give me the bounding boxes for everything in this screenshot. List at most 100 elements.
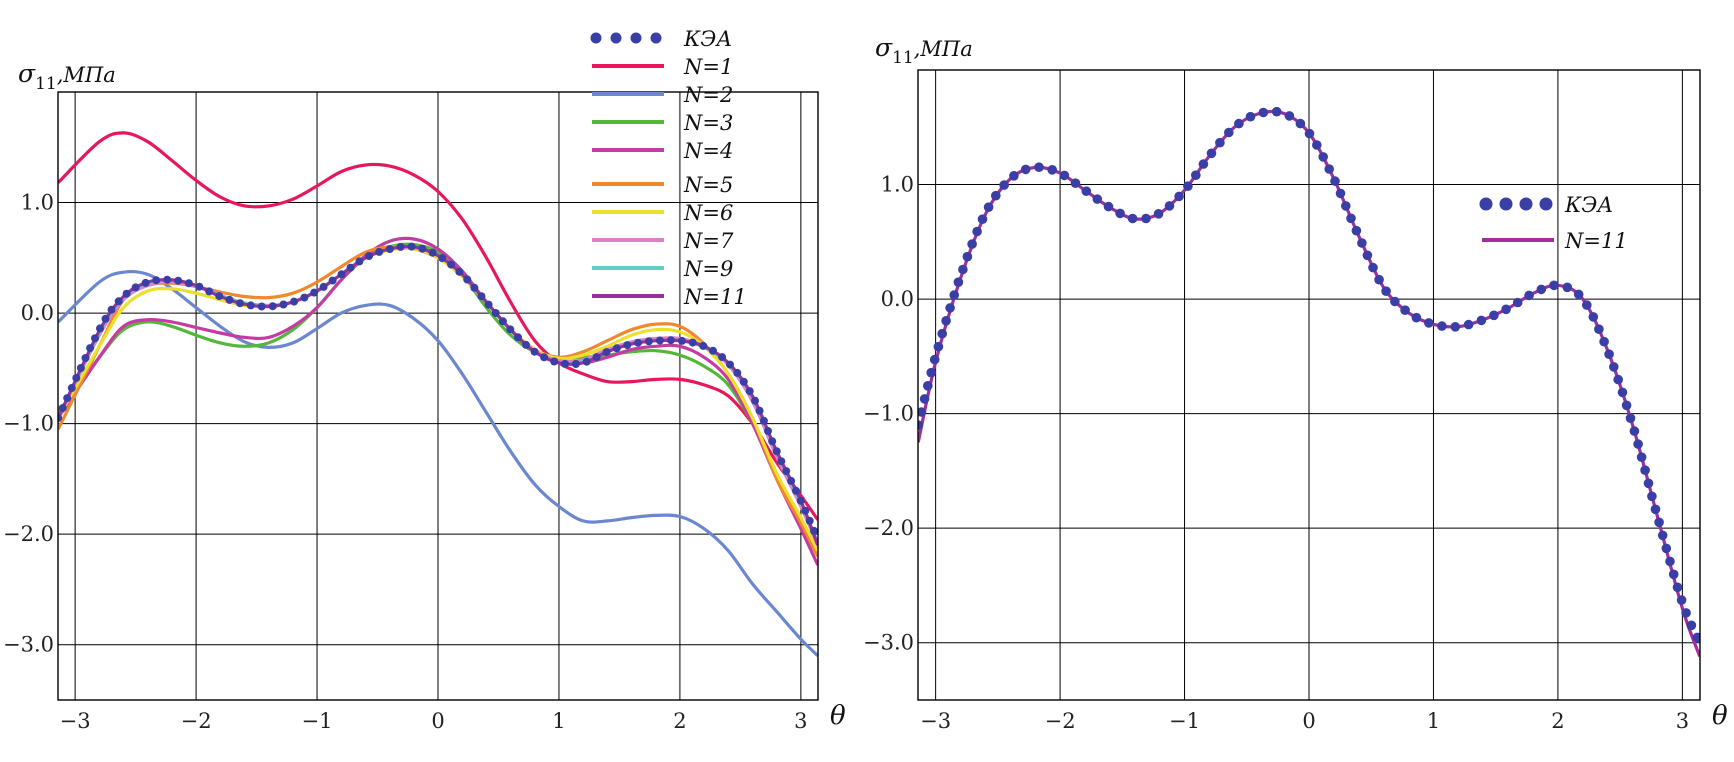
right-series-point-kea xyxy=(1582,300,1592,310)
right-series-point-kea xyxy=(999,180,1009,190)
left-series-point-kea xyxy=(644,337,653,346)
right-series-point-kea xyxy=(1374,274,1384,285)
right-grid xyxy=(918,70,1700,700)
left-series-point-kea xyxy=(623,341,632,350)
right-series-point-kea xyxy=(1362,250,1373,261)
right-series-point-kea xyxy=(1141,213,1151,224)
left-series-line-n-3 xyxy=(58,242,818,558)
right-x-tick-label: −3 xyxy=(920,709,951,733)
left-series-point-kea xyxy=(215,292,224,301)
left-series-point-kea xyxy=(491,309,500,317)
right-x-axis-label: θ xyxy=(1712,701,1728,731)
left-series-point-kea xyxy=(290,297,299,306)
right-legend-marker-kea xyxy=(1519,197,1533,211)
right-series-point-kea xyxy=(918,407,927,417)
left-series-point-kea xyxy=(163,275,172,284)
right-series-point-kea xyxy=(1643,478,1654,489)
right-plot-frame xyxy=(917,69,1701,701)
right-series-point-kea xyxy=(1621,400,1632,411)
right-series-point-kea xyxy=(941,316,951,326)
right-series-point-kea xyxy=(1489,310,1499,321)
right-series-point-kea xyxy=(1284,111,1295,121)
right-series-point-kea xyxy=(1501,304,1511,315)
right-series-point-kea xyxy=(1686,620,1697,631)
right-series-point-kea xyxy=(1183,181,1193,191)
right-series-point-kea xyxy=(1629,426,1640,436)
right-series-point-kea xyxy=(1524,290,1534,301)
right-series-point-kea xyxy=(1437,321,1447,331)
left-series-point-kea xyxy=(699,341,708,350)
right-series-point-kea xyxy=(1081,186,1092,196)
left-series-point-kea xyxy=(768,437,777,446)
left-series-point-kea xyxy=(428,248,437,257)
left-series-point-kea xyxy=(759,416,768,425)
right-legend: КЭА N=11 xyxy=(1479,193,1628,253)
left-series-point-kea xyxy=(709,346,717,355)
right-series-point-kea xyxy=(1424,318,1434,328)
right-series-point-kea xyxy=(1341,201,1351,211)
left-x-tick-label: −1 xyxy=(302,709,333,733)
right-series-point-kea xyxy=(1330,176,1340,186)
left-series-point-kea xyxy=(777,457,786,466)
right-series-point-kea xyxy=(1536,284,1547,295)
right-series-point-kea xyxy=(1411,312,1422,323)
left-series-point-kea xyxy=(733,368,742,377)
left-ylabel-subscript: 11 xyxy=(35,74,57,94)
left-series-point-kea xyxy=(592,353,601,362)
right-series-point-kea xyxy=(1573,289,1584,300)
right-series-point-kea xyxy=(1234,118,1244,129)
right-series-point-kea xyxy=(937,328,947,339)
left-legend-label: N=2 xyxy=(683,83,733,107)
left-series-point-kea xyxy=(498,317,507,326)
right-series-point-kea xyxy=(1400,305,1410,316)
left-series-point-kea xyxy=(801,506,810,515)
left-series-point-kea xyxy=(726,360,734,369)
right-series-point-kea xyxy=(1357,238,1367,248)
right-series-point-kea xyxy=(1609,362,1619,372)
right-series-point-kea xyxy=(933,341,944,352)
right-legend-marker-kea xyxy=(1479,197,1493,211)
left-legend-label: N=11 xyxy=(683,285,747,309)
right-series-point-kea xyxy=(1047,165,1057,175)
right-x-tick-label: −2 xyxy=(1045,709,1076,733)
right-series-point-kea xyxy=(1613,374,1623,385)
right-series-point-kea xyxy=(1335,188,1346,199)
right-series-point-kea xyxy=(1381,286,1391,297)
left-series-point-kea xyxy=(81,354,90,362)
right-series-point-kea xyxy=(949,290,959,300)
left-x-axis-label: θ xyxy=(830,701,846,731)
right-series-point-kea xyxy=(1009,171,1019,181)
right-series-point-kea xyxy=(1092,194,1103,204)
left-series-point-kea xyxy=(122,289,131,298)
left-ylabel-symbol: σ xyxy=(18,59,36,88)
left-series-point-kea xyxy=(86,344,95,353)
right-y-axis-label: σ11,МПа xyxy=(875,33,973,68)
right-series-point-kea xyxy=(1672,582,1683,593)
right-x-tick-label: 1 xyxy=(1427,709,1440,733)
right-series-point-kea xyxy=(958,264,968,275)
right-series-point-kea xyxy=(1115,208,1125,219)
left-series-point-kea xyxy=(365,252,373,260)
left-series-point-kea xyxy=(407,242,416,251)
left-legend-label: N=9 xyxy=(683,257,733,281)
right-series-point-kea xyxy=(1191,170,1201,180)
left-series-point-kea xyxy=(396,242,405,251)
left-series-point-kea xyxy=(751,396,759,405)
left-series-point-kea xyxy=(195,282,204,291)
left-series-point-kea xyxy=(477,292,486,301)
right-series-point-kea xyxy=(1588,312,1599,322)
left-ylabel-unit: ,МПа xyxy=(57,63,116,87)
right-series-point-kea xyxy=(1562,282,1573,293)
left-series-point-kea xyxy=(602,348,611,357)
right-series-point-kea xyxy=(1654,517,1664,528)
left-series-point-kea xyxy=(319,282,328,291)
left-plot-frame xyxy=(57,91,819,701)
right-series-point-kea xyxy=(1549,280,1559,291)
right-series-point-kea xyxy=(983,202,994,212)
right-series-point-kea xyxy=(945,303,955,313)
left-series-point-kea xyxy=(438,254,447,263)
left-series-point-kea xyxy=(522,340,530,349)
left-legend-marker-kea xyxy=(630,32,642,44)
left-series-point-kea xyxy=(310,288,319,297)
right-series-point-kea xyxy=(1153,209,1164,219)
